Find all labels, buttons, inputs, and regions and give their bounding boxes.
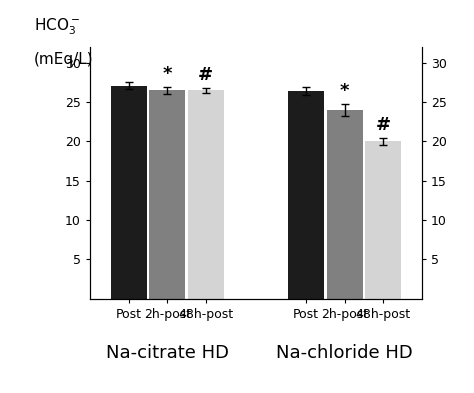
Text: #: # [198,66,213,84]
Bar [288,91,324,299]
Text: *: * [340,82,349,100]
Bar [149,90,185,299]
Bar [110,86,146,299]
Bar [188,90,224,299]
Text: Na-chloride HD: Na-chloride HD [276,344,413,362]
Bar [365,141,401,299]
Bar [327,110,363,299]
Text: #: # [376,116,391,134]
Text: *: * [163,65,172,83]
Text: (mEq/L): (mEq/L) [34,52,93,67]
Text: Na-citrate HD: Na-citrate HD [106,344,229,362]
Text: HCO$_3^-$: HCO$_3^-$ [34,17,80,37]
